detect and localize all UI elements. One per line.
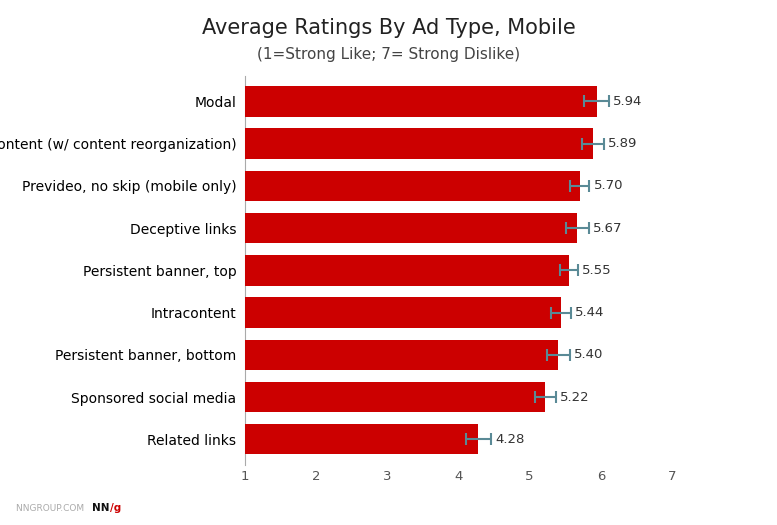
Text: 5.94: 5.94 (613, 95, 643, 108)
Bar (245, 213, 577, 244)
Bar (245, 382, 545, 412)
Text: 4.28: 4.28 (496, 433, 524, 446)
Text: 5.44: 5.44 (575, 306, 605, 319)
Bar (245, 424, 479, 455)
Bar (245, 340, 558, 370)
Text: /g: /g (110, 503, 121, 513)
Text: (1=Strong Like; 7= Strong Dislike): (1=Strong Like; 7= Strong Dislike) (257, 47, 520, 62)
Text: 5.22: 5.22 (560, 391, 590, 404)
Text: 5.70: 5.70 (594, 180, 623, 193)
Text: 5.67: 5.67 (593, 222, 622, 235)
Text: NNGROUP.COM: NNGROUP.COM (16, 505, 89, 513)
Text: 5.89: 5.89 (608, 137, 637, 150)
Text: 5.55: 5.55 (582, 264, 612, 277)
Bar (245, 171, 580, 201)
Text: NN: NN (92, 503, 110, 513)
Bar (245, 129, 593, 159)
Bar (245, 86, 597, 117)
Bar (245, 297, 561, 328)
Bar (245, 255, 569, 286)
Text: Average Ratings By Ad Type, Mobile: Average Ratings By Ad Type, Mobile (201, 18, 576, 38)
Text: 5.40: 5.40 (573, 348, 603, 361)
